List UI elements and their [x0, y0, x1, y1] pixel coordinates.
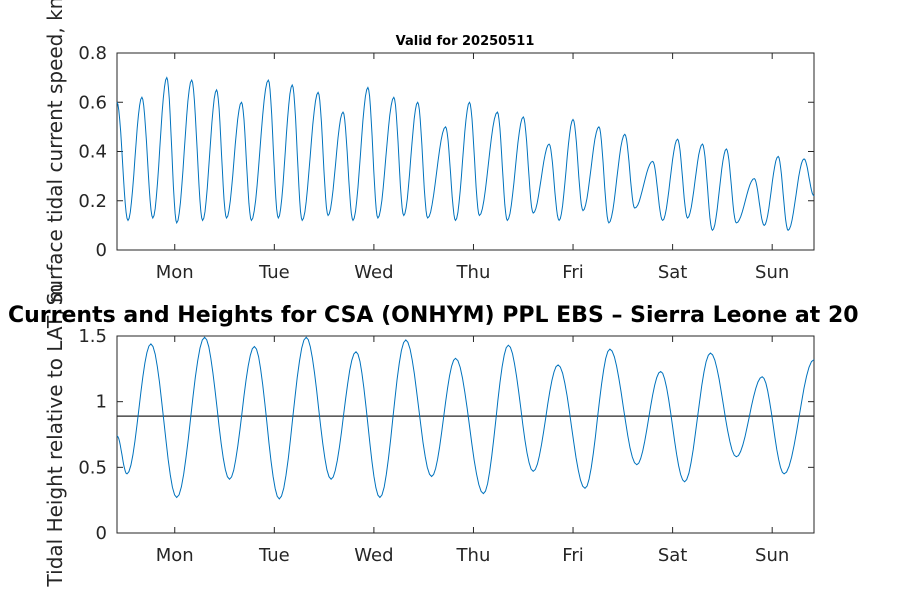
- subtitle: Valid for 20250511: [396, 34, 535, 49]
- current-speed-y-tick-label: 0: [96, 240, 107, 261]
- main-title: Currents and Heights for CSA (ONHYM) PPL…: [8, 303, 859, 328]
- tidal-height-y-tick-label: 1: [96, 392, 107, 413]
- current-speed-x-tick-label: Thu: [456, 262, 491, 283]
- current-speed-plot-area: [116, 52, 815, 251]
- current-speed-y-tick-label: 0.2: [78, 191, 107, 212]
- current-speed-y-tick-label: 0.4: [78, 142, 107, 163]
- tidal-height-y-tick-label: 0: [96, 523, 107, 544]
- current-speed-y-tick-label: 0.6: [78, 92, 107, 113]
- current-speed-y-axis-label: Surface tidal current speed, kn: [43, 0, 67, 305]
- current-speed-x-tick-label: Wed: [354, 262, 393, 283]
- tidal-height-y-tick-label: 0.5: [78, 457, 107, 478]
- tidal-height-series-line: [116, 336, 815, 500]
- tidal-height-x-tick-label: Fri: [562, 545, 583, 566]
- current-speed-y-tick-label: 0.8: [78, 43, 107, 64]
- tidal-height-x-tick-label: Mon: [156, 545, 194, 566]
- current-speed-x-tick-label: Sun: [755, 262, 789, 283]
- tidal-height-axes: 0 0.5 1 1.5 Mon Tue Wed Thu Fri Sat Sun Tidal Heig…: [43, 284, 815, 588]
- tidal-height-x-tick-label: Sat: [658, 545, 688, 566]
- tidal-height-x-tick-label: Thu: [456, 545, 491, 566]
- current-speed-x-tick-label: Mon: [156, 262, 194, 283]
- current-speed-series-line: [116, 76, 815, 232]
- current-speed-x-tick-label: Sat: [658, 262, 688, 283]
- tidal-height-x-tick-label: Tue: [258, 545, 290, 566]
- tidal-height-y-tick-label: 1.5: [78, 326, 107, 347]
- current-speed-axes: 0 0.2 0.4 0.6 0.8 Mon Tue Wed Thu Fri Sat Sun Valid…: [43, 0, 815, 305]
- current-speed-ticks: 0 0.2 0.4 0.6 0.8 Mon Tue Wed Thu Fri Sat Sun: [78, 43, 814, 283]
- tidal-height-ticks: 0 0.5 1 1.5 Mon Tue Wed Thu Fri Sat Sun: [78, 326, 814, 566]
- tidal-height-plot-area: [116, 335, 815, 534]
- current-speed-x-tick-label: Fri: [562, 262, 583, 283]
- tidal-height-y-axis-label: Tidal Height relative to LAT, m: [43, 284, 67, 588]
- tidal-height-x-tick-label: Wed: [354, 545, 393, 566]
- current-speed-x-tick-label: Tue: [258, 262, 290, 283]
- tidal-height-x-tick-label: Sun: [755, 545, 789, 566]
